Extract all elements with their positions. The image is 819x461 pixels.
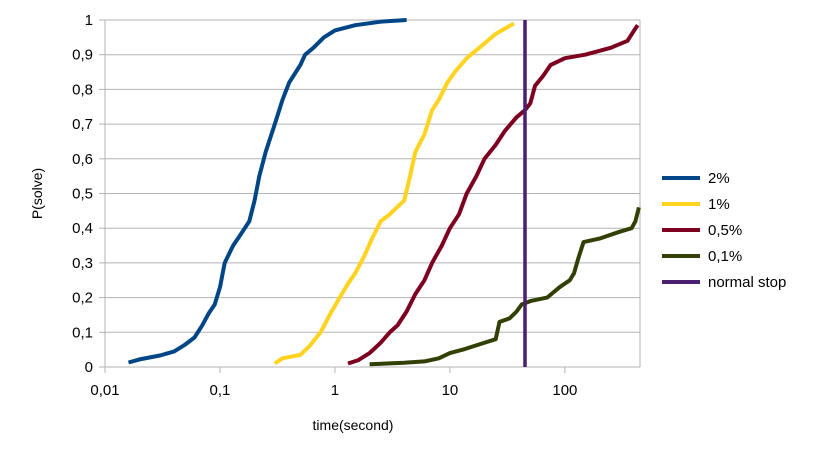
y-tick-label-10: 1 [85,12,93,29]
x-tick-label-4: 100 [552,382,577,399]
x-tick-label-1: 0,1 [210,382,231,399]
x-tick-label-3: 10 [442,382,459,399]
y-tick-label-8: 0,8 [72,81,93,98]
series-line-3 [369,206,641,367]
series-line-1 [273,21,515,366]
y-tick-label-4: 0,4 [72,220,93,237]
x-tick-label-0: 0,01 [90,382,119,399]
y-tick-label-9: 0,9 [72,47,93,64]
y-tick-label-0: 0 [85,359,93,376]
legend-label-1: 1% [708,196,730,213]
legend-label-3: 0,1% [708,248,742,265]
y-tick-label-7: 0,7 [72,116,93,133]
y-axis-title: P(solve) [29,168,45,219]
series-line-0 [127,18,407,365]
y-tick-label-2: 0,2 [72,290,93,307]
x-axis-title: time(second) [313,417,394,433]
y-tick-label-6: 0,6 [72,151,93,168]
series-line-2 [347,24,640,366]
legend-label-4: normal stop [708,274,786,291]
legend-label-2: 0,5% [708,222,742,239]
x-tick-label-2: 1 [331,382,339,399]
y-tick-label-5: 0,5 [72,186,93,203]
legend-label-0: 2% [708,170,730,187]
y-tick-label-3: 0,3 [72,255,93,272]
y-tick-label-1: 0,1 [72,324,93,341]
